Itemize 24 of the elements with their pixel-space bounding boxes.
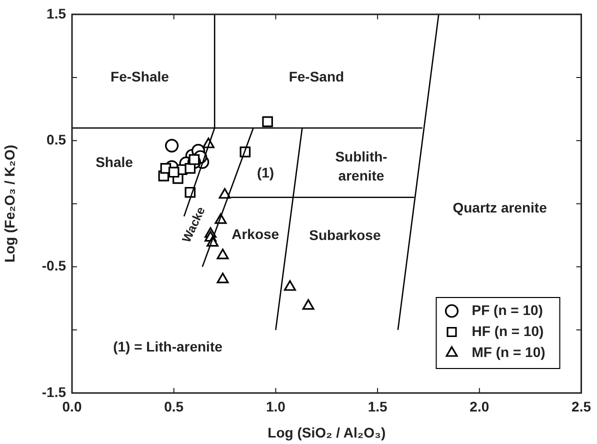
x-tick-label: 2.0: [470, 398, 490, 414]
annotation: Shale: [96, 154, 134, 170]
y-axis-title: Log (Fe₂O₃ / K₂O): [1, 144, 18, 263]
legend-label: PF (n = 10): [472, 302, 543, 318]
annotation: Subarkose: [309, 227, 381, 244]
y-tick-label: 1.5: [46, 5, 66, 22]
annotation: Sublith- arenite: [335, 148, 388, 184]
legend-label: MF (n = 10): [472, 344, 546, 360]
annotation: Fe-Sand: [288, 68, 344, 84]
annotation: Quartz arenite: [452, 199, 548, 216]
x-axis-title: Log (SiO₂ / Al₂O₃): [268, 424, 386, 440]
legend-label: HF (n = 10): [472, 322, 544, 339]
x-tick-label: 0.5: [164, 398, 184, 414]
x-tick-label: 0.0: [62, 398, 82, 414]
y-tick-label: -1.5: [42, 384, 66, 400]
x-tick-label: 1.5: [368, 398, 388, 414]
annotation: (1) = Lith-arenite: [113, 338, 223, 354]
y-tick-label: 0.5: [46, 131, 66, 148]
x-tick-label: 1.0: [266, 398, 286, 414]
y-tick-label: -0.5: [42, 258, 66, 274]
annotation: Arkose: [232, 226, 280, 242]
annotation: Fe-Shale: [110, 68, 170, 84]
annotation: (1): [256, 164, 274, 181]
x-tick-label: 2.5: [572, 398, 592, 414]
